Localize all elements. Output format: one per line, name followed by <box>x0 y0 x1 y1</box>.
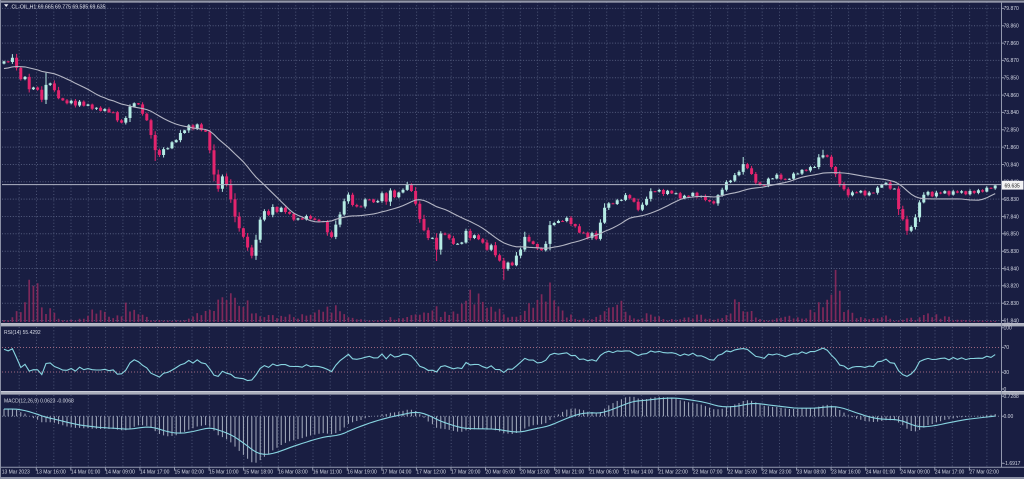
svg-text:17 Mar 04:00: 17 Mar 04:00 <box>382 470 412 476</box>
svg-text:74.860: 74.860 <box>1004 93 1020 99</box>
svg-text:100: 100 <box>1004 326 1013 332</box>
svg-text:17 Mar 20:00: 17 Mar 20:00 <box>451 470 481 476</box>
svg-text:20 Mar 05:00: 20 Mar 05:00 <box>486 470 516 476</box>
svg-text:13 Mar 2023: 13 Mar 2023 <box>2 470 30 476</box>
svg-text:62.830: 62.830 <box>1004 301 1020 307</box>
svg-text:14 Mar 09:00: 14 Mar 09:00 <box>105 470 135 476</box>
svg-text:0.7288: 0.7288 <box>1004 394 1020 400</box>
svg-text:20 Mar 21:00: 20 Mar 21:00 <box>555 470 585 476</box>
svg-text:69.635: 69.635 <box>1005 183 1021 189</box>
svg-text:22 Mar 23:00: 22 Mar 23:00 <box>762 470 792 476</box>
svg-text:64.840: 64.840 <box>1004 266 1020 272</box>
svg-text:78.860: 78.860 <box>1004 24 1020 30</box>
svg-text:0.00: 0.00 <box>1004 414 1014 420</box>
svg-text:23 Mar 16:00: 23 Mar 16:00 <box>831 470 861 476</box>
svg-text:21 Mar 06:00: 21 Mar 06:00 <box>589 470 619 476</box>
svg-text:14 Mar 01:00: 14 Mar 01:00 <box>71 470 101 476</box>
svg-text:65.830: 65.830 <box>1004 249 1020 255</box>
svg-text:0: 0 <box>1004 387 1007 393</box>
svg-text:24 Mar 01:00: 24 Mar 01:00 <box>866 470 896 476</box>
svg-text:73.840: 73.840 <box>1004 110 1020 116</box>
svg-text:75.850: 75.850 <box>1004 76 1020 82</box>
svg-text:71.860: 71.860 <box>1004 145 1020 151</box>
svg-text:15 Mar 10:00: 15 Mar 10:00 <box>209 470 239 476</box>
svg-text:67.840: 67.840 <box>1004 214 1020 220</box>
svg-text:79.870: 79.870 <box>1004 6 1020 12</box>
svg-text:15 Mar 18:00: 15 Mar 18:00 <box>244 470 274 476</box>
svg-text:66.850: 66.850 <box>1004 232 1020 238</box>
svg-text:21 Mar 14:00: 21 Mar 14:00 <box>624 470 654 476</box>
svg-text:16 Mar 03:00: 16 Mar 03:00 <box>278 470 308 476</box>
svg-text:70.840: 70.840 <box>1004 162 1020 168</box>
svg-text:CL-OIL,H1 69.665 69.775 69.585: CL-OIL,H1 69.665 69.775 69.585 69.635 <box>12 4 106 10</box>
svg-text:16 Mar 19:00: 16 Mar 19:00 <box>347 470 377 476</box>
svg-text:14 Mar 17:00: 14 Mar 17:00 <box>140 470 170 476</box>
svg-text:13 Mar 16:00: 13 Mar 16:00 <box>36 470 66 476</box>
svg-text:77.860: 77.860 <box>1004 41 1020 47</box>
svg-text:20 Mar 13:00: 20 Mar 13:00 <box>520 470 550 476</box>
svg-text:21 Mar 22:00: 21 Mar 22:00 <box>658 470 688 476</box>
svg-text:-1.6917: -1.6917 <box>1004 461 1021 467</box>
svg-text:RSI(14) 55.4292: RSI(14) 55.4292 <box>4 330 41 336</box>
svg-text:68.830: 68.830 <box>1004 197 1020 203</box>
svg-text:27 Mar 02:00: 27 Mar 02:00 <box>969 470 999 476</box>
svg-text:70: 70 <box>1004 345 1010 351</box>
svg-text:61.840: 61.840 <box>1004 318 1020 324</box>
svg-text:30: 30 <box>1004 370 1010 376</box>
svg-text:63.820: 63.820 <box>1004 284 1020 290</box>
svg-text:22 Mar 15:00: 22 Mar 15:00 <box>728 470 758 476</box>
svg-text:23 Mar 08:00: 23 Mar 08:00 <box>797 470 827 476</box>
svg-text:72.850: 72.850 <box>1004 128 1020 134</box>
svg-text:16 Mar 11:00: 16 Mar 11:00 <box>313 470 342 476</box>
svg-text:22 Mar 07:00: 22 Mar 07:00 <box>693 470 723 476</box>
svg-text:15 Mar 02:00: 15 Mar 02:00 <box>175 470 205 476</box>
svg-text:76.870: 76.870 <box>1004 58 1020 64</box>
svg-text:24 Mar 09:00: 24 Mar 09:00 <box>900 470 930 476</box>
svg-text:24 Mar 17:00: 24 Mar 17:00 <box>935 470 965 476</box>
svg-text:MACD(12,26,9) 0.0623 -0.0068: MACD(12,26,9) 0.0623 -0.0068 <box>4 399 74 405</box>
svg-text:17 Mar 12:00: 17 Mar 12:00 <box>416 470 446 476</box>
